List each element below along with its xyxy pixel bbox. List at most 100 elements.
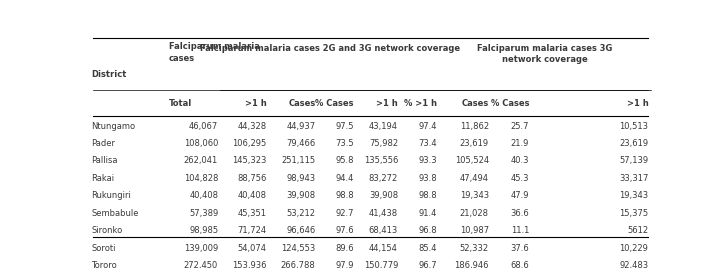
Text: Falciparum malaria
cases: Falciparum malaria cases [169,43,260,63]
Text: Total: Total [169,99,192,108]
Text: 98,985: 98,985 [189,226,218,235]
Text: 11.1: 11.1 [510,226,529,235]
Text: 19,343: 19,343 [460,191,489,200]
Text: % Cases: % Cases [491,99,529,108]
Text: Rukungiri: Rukungiri [92,191,132,200]
Text: 43,194: 43,194 [369,122,398,131]
Text: 40,408: 40,408 [237,191,266,200]
Text: 36.6: 36.6 [510,209,529,218]
Text: 37.6: 37.6 [510,244,529,253]
Text: 93.3: 93.3 [419,157,437,165]
Text: Rakai: Rakai [92,174,115,183]
Text: 40,408: 40,408 [189,191,218,200]
Text: Tororo: Tororo [92,261,117,268]
Text: Sironko: Sironko [92,226,123,235]
Text: 98.8: 98.8 [419,191,437,200]
Text: 96.7: 96.7 [419,261,437,268]
Text: 85.4: 85.4 [419,244,437,253]
Text: 19,343: 19,343 [620,191,649,200]
Text: 97.5: 97.5 [335,122,354,131]
Text: 145,323: 145,323 [232,157,266,165]
Text: Ntungamo: Ntungamo [92,122,136,131]
Text: 135,556: 135,556 [364,157,398,165]
Text: 39,908: 39,908 [369,191,398,200]
Text: 71,724: 71,724 [237,226,266,235]
Text: 45,351: 45,351 [237,209,266,218]
Text: 97.9: 97.9 [335,261,354,268]
Text: 47,494: 47,494 [460,174,489,183]
Text: 186,946: 186,946 [454,261,489,268]
Text: 73.5: 73.5 [335,139,354,148]
Text: 94.4: 94.4 [335,174,354,183]
Text: 52,332: 52,332 [460,244,489,253]
Text: 272,450: 272,450 [184,261,218,268]
Text: 98.8: 98.8 [335,191,354,200]
Text: 75,982: 75,982 [369,139,398,148]
Text: 39,908: 39,908 [286,191,316,200]
Text: 79,466: 79,466 [286,139,316,148]
Text: Cases: Cases [461,99,489,108]
Text: 88,756: 88,756 [237,174,266,183]
Text: >1 h: >1 h [244,99,266,108]
Text: 44,937: 44,937 [286,122,316,131]
Text: 251,115: 251,115 [281,157,316,165]
Text: 91.4: 91.4 [419,209,437,218]
Text: 23,619: 23,619 [620,139,649,148]
Text: Pader: Pader [92,139,116,148]
Text: 57,139: 57,139 [620,157,649,165]
Text: 98,943: 98,943 [286,174,316,183]
Text: 139,009: 139,009 [184,244,218,253]
Text: 153,936: 153,936 [232,261,266,268]
Text: 10,513: 10,513 [620,122,649,131]
Text: 104,828: 104,828 [184,174,218,183]
Text: 97.6: 97.6 [335,226,354,235]
Text: 83,272: 83,272 [369,174,398,183]
Text: 23,619: 23,619 [460,139,489,148]
Text: 124,553: 124,553 [281,244,316,253]
Text: 41,438: 41,438 [369,209,398,218]
Text: 73.4: 73.4 [419,139,437,148]
Text: 33,317: 33,317 [619,174,649,183]
Text: Soroti: Soroti [92,244,116,253]
Text: 46,067: 46,067 [189,122,218,131]
Text: 108,060: 108,060 [184,139,218,148]
Text: Cases: Cases [288,99,316,108]
Text: Falciparum malaria cases 3G
network coverage: Falciparum malaria cases 3G network cove… [477,43,613,64]
Text: 68.6: 68.6 [510,261,529,268]
Text: 92.7: 92.7 [335,209,354,218]
Text: 95.8: 95.8 [335,157,354,165]
Text: 96,646: 96,646 [286,226,316,235]
Text: % >1 h: % >1 h [404,99,437,108]
Text: 10,229: 10,229 [620,244,649,253]
Text: Falciparum malaria cases 2G and 3G network coverage: Falciparum malaria cases 2G and 3G netwo… [200,43,460,53]
Text: Sembabule: Sembabule [92,209,139,218]
Text: 25.7: 25.7 [510,122,529,131]
Text: 262,041: 262,041 [184,157,218,165]
Text: 11,862: 11,862 [460,122,489,131]
Text: 266,788: 266,788 [281,261,316,268]
Text: 53,212: 53,212 [286,209,316,218]
Text: 150,779: 150,779 [364,261,398,268]
Text: 45.3: 45.3 [510,174,529,183]
Text: 105,524: 105,524 [455,157,489,165]
Text: 68,413: 68,413 [369,226,398,235]
Text: 106,295: 106,295 [232,139,266,148]
Text: 40.3: 40.3 [510,157,529,165]
Text: 57,389: 57,389 [189,209,218,218]
Text: 10,987: 10,987 [460,226,489,235]
Text: % Cases: % Cases [315,99,354,108]
Text: 15,375: 15,375 [620,209,649,218]
Text: 89.6: 89.6 [335,244,354,253]
Text: 47.9: 47.9 [510,191,529,200]
Text: 92,483: 92,483 [620,261,649,268]
Text: 21.9: 21.9 [510,139,529,148]
Text: 97.4: 97.4 [419,122,437,131]
Text: 44,154: 44,154 [369,244,398,253]
Text: >1 h: >1 h [376,99,398,108]
Text: >1 h: >1 h [627,99,649,108]
Text: 93.8: 93.8 [419,174,437,183]
Text: Pallisa: Pallisa [92,157,118,165]
Text: 96.8: 96.8 [419,226,437,235]
Text: District: District [92,70,127,80]
Text: 54,074: 54,074 [237,244,266,253]
